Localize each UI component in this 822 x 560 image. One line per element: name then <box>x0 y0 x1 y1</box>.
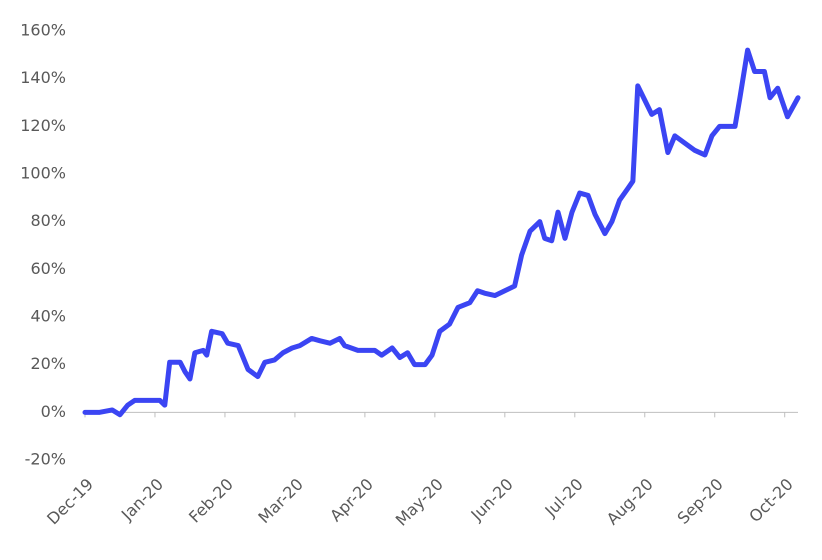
line-series <box>82 47 801 418</box>
y-tick-label: 20% <box>30 354 66 373</box>
x-tick-label: Mar-20 <box>254 475 307 528</box>
y-tick-label: 140% <box>20 68 66 87</box>
y-tick-label: 40% <box>30 307 66 326</box>
x-tick-label: Sep-20 <box>674 475 727 528</box>
x-tick-label: May-20 <box>392 475 447 530</box>
y-tick-label: 160% <box>20 21 66 40</box>
x-tick-label: Jan-20 <box>117 475 167 525</box>
x-tick-label: Aug-20 <box>603 475 657 529</box>
x-tick-label: Feb-20 <box>185 475 237 527</box>
y-tick-label: -20% <box>25 450 66 469</box>
y-tick-label: 100% <box>20 164 66 183</box>
y-tick-label: 80% <box>30 211 66 230</box>
x-tick-label: Dec-19 <box>43 475 97 529</box>
y-tick-label: 0% <box>41 402 66 421</box>
x-tick-label: Jul-20 <box>541 475 587 521</box>
y-tick-label: 60% <box>30 259 66 278</box>
x-tick-label: Apr-20 <box>326 475 377 526</box>
y-tick-label: 120% <box>20 116 66 135</box>
x-tick-label: Oct-20 <box>745 475 796 526</box>
x-tick-label: Jun-20 <box>467 475 517 525</box>
